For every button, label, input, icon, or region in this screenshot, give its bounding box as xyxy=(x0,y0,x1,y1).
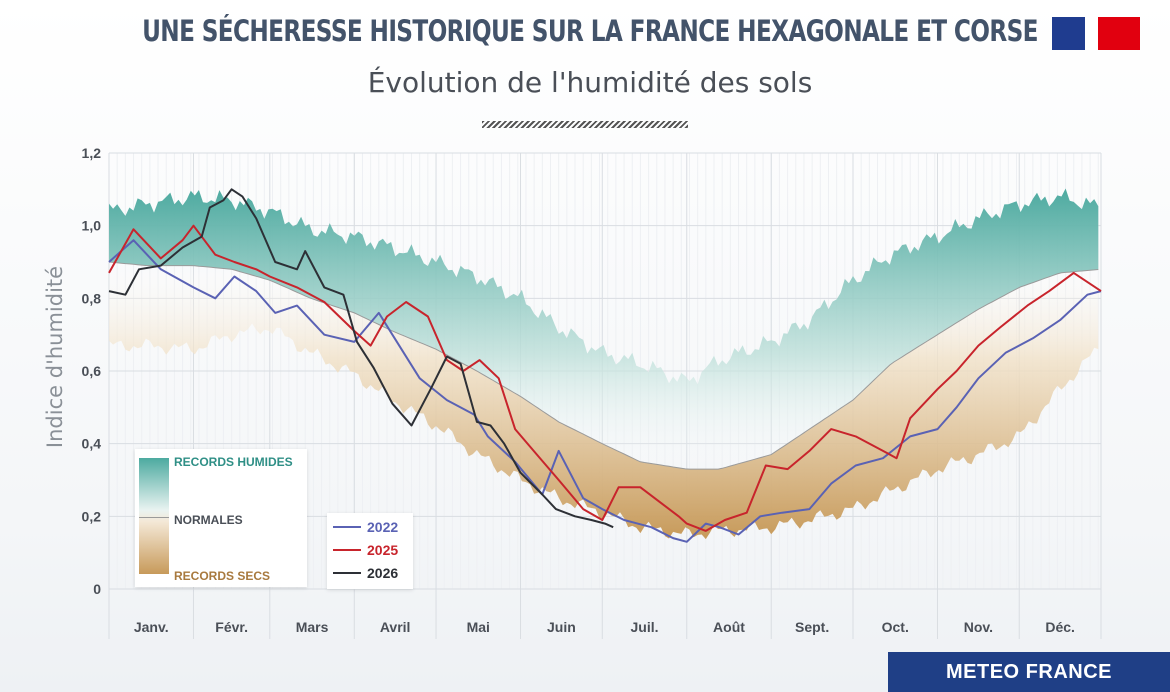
series-line-2026 xyxy=(108,188,614,529)
legend-wet-label: RECORDS HUMIDES xyxy=(174,455,293,469)
x-tick-label: Avril xyxy=(380,619,411,635)
legend-item-2022: 2022 xyxy=(333,517,398,537)
series-line-2025 xyxy=(108,224,1102,532)
x-tick-label: Déc. xyxy=(1045,619,1075,635)
x-tick-label: Sept. xyxy=(795,619,829,635)
x-tick-label: Août xyxy=(713,619,745,635)
series-legend: 2022 2025 2026 xyxy=(327,513,413,589)
meteo-france-logo: METEO FRANCE xyxy=(888,652,1170,692)
legend-label-2026: 2026 xyxy=(367,565,399,581)
legend-label-2022: 2022 xyxy=(367,519,399,535)
series-line-2022 xyxy=(108,239,1102,543)
x-tick-label: Nov. xyxy=(964,619,993,635)
legend-item-2025: 2025 xyxy=(333,540,398,560)
y-tick-label: 0 xyxy=(93,581,101,597)
republique-flag-logo xyxy=(1052,17,1140,50)
y-tick-label: 0,6 xyxy=(82,363,102,379)
y-tick-label: 1,2 xyxy=(82,145,102,161)
wet-records-area xyxy=(109,188,1099,470)
legend-item-2026: 2026 xyxy=(333,563,398,583)
legend-swatch-2022 xyxy=(333,526,361,528)
normal-line xyxy=(108,261,1099,470)
page-subtitle: Évolution de l'humidité des sols xyxy=(367,66,813,99)
legend-dry-label: RECORDS SECS xyxy=(174,569,271,583)
page-title: UNE SÉCHERESSE HISTORIQUE SUR LA FRANCE … xyxy=(142,14,1038,48)
y-tick-label: 0,2 xyxy=(82,508,102,524)
legend-swatch-2026 xyxy=(333,572,361,574)
band-legend-gradient xyxy=(139,458,169,574)
x-tick-label: Mai xyxy=(467,619,490,635)
x-tick-label: Janv. xyxy=(134,619,169,635)
x-tick-label: Oct. xyxy=(882,619,909,635)
chart-axes: 0 0,2 0,4 0,6 0,8 1,0 1,2 Janv. Févr. Mars Avril Ma… xyxy=(82,145,1075,635)
band-legend: RECORDS HUMIDES NORMALES RECORDS SECS xyxy=(135,449,307,587)
series-lines xyxy=(108,188,1102,543)
x-tick-label: Juil. xyxy=(631,619,659,635)
legend-normal-label: NORMALES xyxy=(174,513,243,527)
title-underline xyxy=(482,121,688,128)
x-tick-label: Févr. xyxy=(215,619,248,635)
band-legend-normal-line xyxy=(139,517,169,518)
x-tick-label: Mars xyxy=(296,619,329,635)
legend-label-2025: 2025 xyxy=(367,542,399,558)
y-tick-label: 1,0 xyxy=(82,218,102,234)
x-tick-label: Juin xyxy=(547,619,576,635)
y-tick-label: 0,8 xyxy=(82,290,102,306)
legend-swatch-2025 xyxy=(333,549,361,551)
y-tick-label: 0,4 xyxy=(82,436,102,452)
